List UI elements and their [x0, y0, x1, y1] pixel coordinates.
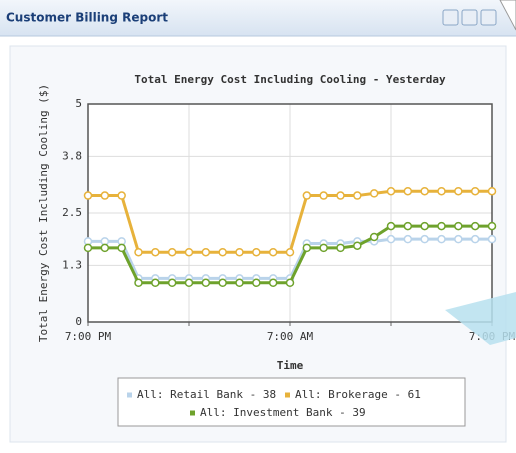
data-point: [134, 247, 143, 257]
data-point: [386, 221, 396, 231]
data-point: [302, 243, 312, 253]
data-point: [437, 221, 446, 231]
data-point: [336, 243, 345, 253]
data-point: [487, 221, 497, 231]
y-tick-label: 5: [75, 97, 82, 110]
data-point: [487, 234, 497, 244]
data-point: [184, 247, 194, 257]
data-point: [100, 191, 110, 200]
data-point: [470, 221, 480, 231]
data-point: [420, 221, 429, 231]
data-point: [184, 278, 194, 288]
data-point: [403, 234, 413, 244]
data-point: [386, 234, 396, 244]
chart-title: Total Energy Cost Including Cooling - Ye…: [134, 73, 446, 86]
legend-label: All: Investment Bank - 39: [200, 406, 366, 419]
chart: Total Energy Cost Including Cooling - Ye…: [37, 73, 516, 427]
data-point: [285, 278, 295, 288]
data-point: [420, 234, 429, 244]
y-tick-label: 3.8: [62, 149, 82, 162]
data-point: [218, 278, 227, 288]
data-point: [302, 191, 312, 200]
x-axis-label: Time: [277, 359, 304, 372]
data-point: [83, 191, 93, 200]
icon-button[interactable]: [480, 9, 497, 26]
data-point: [117, 243, 126, 253]
data-point: [252, 278, 261, 288]
legend-swatch: [127, 392, 132, 398]
data-point: [369, 189, 379, 198]
data-point: [100, 243, 110, 253]
data-point: [285, 247, 295, 257]
data-point: [235, 278, 244, 288]
page-curl: [499, 0, 516, 31]
data-point: [470, 234, 480, 244]
data-point: [420, 186, 429, 196]
data-point: [437, 186, 446, 196]
data-point: [386, 186, 396, 196]
legend-label: All: Retail Bank - 38: [137, 388, 276, 401]
data-point: [487, 186, 497, 196]
data-point: [134, 278, 143, 288]
data-point: [353, 191, 362, 200]
data-point: [252, 247, 261, 257]
y-tick-label: 0: [75, 315, 82, 328]
callout: [445, 292, 516, 345]
icon-button[interactable]: [461, 9, 478, 26]
y-tick-label: 2.5: [62, 206, 82, 219]
icon-button[interactable]: [442, 9, 459, 26]
data-point: [336, 191, 345, 200]
legend-swatch: [285, 392, 290, 398]
data-point: [201, 278, 211, 288]
data-point: [167, 278, 177, 288]
data-point: [403, 186, 413, 196]
data-point: [369, 232, 379, 242]
data-point: [454, 186, 463, 196]
x-tick-label: 7:00 PM: [65, 330, 112, 343]
data-point: [201, 247, 211, 257]
data-point: [470, 186, 480, 196]
data-point: [151, 247, 160, 257]
data-point: [268, 247, 278, 257]
data-point: [353, 241, 362, 250]
data-point: [454, 234, 463, 244]
data-point: [403, 221, 413, 231]
data-point: [319, 191, 328, 200]
data-point: [167, 247, 177, 257]
panel-header: [0, 0, 516, 36]
data-point: [151, 278, 160, 288]
data-point: [454, 221, 463, 231]
legend-swatch: [190, 410, 195, 416]
data-point: [83, 243, 93, 253]
x-tick-label: 7:00 AM: [267, 330, 314, 343]
data-point: [319, 243, 328, 253]
y-axis-label: Total Energy Cost Including Cooling ($): [37, 84, 50, 342]
plot-frame: [87, 103, 493, 323]
panel-title: Customer Billing Report: [6, 11, 168, 25]
y-tick-label: 1.3: [62, 258, 82, 271]
data-point: [235, 247, 244, 257]
legend-label: All: Brokerage - 61: [295, 388, 421, 401]
legend: [117, 377, 466, 427]
data-point: [268, 278, 278, 288]
data-point: [218, 247, 227, 257]
data-point: [117, 191, 126, 200]
data-point: [437, 234, 446, 244]
